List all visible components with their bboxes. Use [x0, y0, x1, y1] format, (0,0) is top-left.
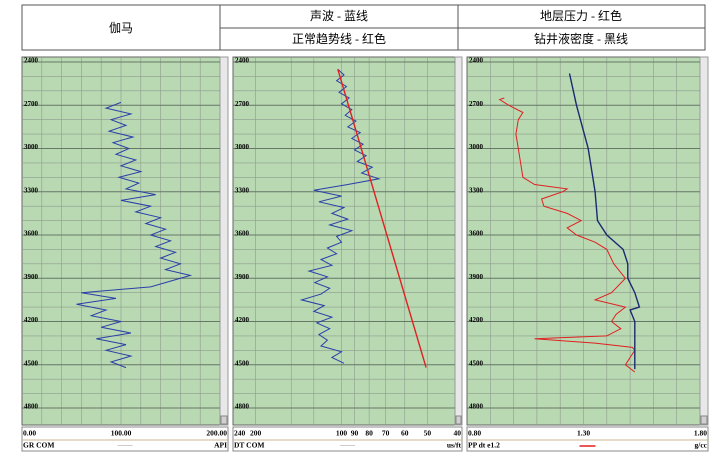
scrollbar	[454, 56, 463, 426]
y-tick-label: 4500	[235, 359, 250, 367]
x-tick-label: 0.80	[468, 429, 481, 438]
y-tick-label: 4200	[469, 316, 484, 324]
y-tick-label: 3600	[469, 230, 484, 238]
y-tick-label: 2700	[469, 100, 484, 108]
legend-mark: ——	[339, 441, 356, 450]
scroll-arrow	[455, 415, 462, 425]
legend-mark: ——	[117, 441, 134, 450]
curve	[299, 68, 381, 364]
unit: g/cc	[695, 441, 708, 450]
y-tick-label: 3300	[469, 186, 484, 194]
track-background	[21, 56, 229, 426]
y-tick-label: 4800	[24, 403, 39, 411]
y-tick-label: 2700	[235, 100, 250, 108]
y-tick-label: 4800	[469, 403, 484, 411]
unit: us/ft	[447, 441, 462, 450]
scrollbar	[219, 56, 229, 426]
curve-name: GR COM	[23, 441, 54, 450]
footer	[21, 426, 229, 452]
y-tick-label: 4500	[469, 359, 484, 367]
track: 2400 2700 3000 3300 3600 3900 4200 4500 4800 240 2…	[232, 56, 463, 452]
x-tick-label: 80	[365, 429, 373, 438]
y-tick-label: 3300	[24, 186, 39, 194]
header-title: 伽马	[109, 20, 133, 35]
y-tick-label: 4200	[24, 316, 39, 324]
y-tick-label: 4800	[235, 403, 250, 411]
y-tick-label: 2400	[24, 57, 39, 65]
x-tick-label: 200	[250, 429, 262, 438]
x-tick-label: 50	[424, 429, 432, 438]
y-tick-label: 3000	[235, 143, 250, 151]
x-tick-label: 200.00	[206, 429, 227, 438]
x-tick-label: 0.00	[23, 429, 36, 438]
header: 伽马 声波 - 蓝线 正常趋势线 - 红色 地层压力 - 红色 钻井液密度 - …	[21, 4, 706, 51]
y-tick-label: 2700	[24, 100, 39, 108]
y-tick-label: 2400	[235, 57, 250, 65]
y-tick-label: 3600	[24, 230, 39, 238]
y-tick-label: 3000	[469, 143, 484, 151]
track-background	[232, 56, 463, 426]
y-tick-label: 4200	[235, 316, 250, 324]
unit: API	[214, 441, 227, 450]
y-tick-label: 3900	[24, 273, 39, 281]
scroll-arrow	[220, 415, 228, 425]
x-tick-label: 90	[351, 429, 359, 438]
curve	[337, 69, 427, 368]
y-tick-label: 3900	[235, 273, 250, 281]
header-title: 声波 - 蓝线	[310, 9, 368, 23]
footer	[466, 426, 709, 452]
y-tick-label: 3300	[235, 186, 250, 194]
x-tick-label: 1.80	[694, 429, 707, 438]
track: 2400 2700 3000 3300 3600 3900 4200 4500 4800 0.80…	[466, 56, 709, 452]
y-tick-label: 3000	[24, 143, 39, 151]
x-tick-label: 240	[234, 429, 246, 438]
curve	[568, 73, 641, 370]
x-tick-label: 70	[382, 429, 390, 438]
header-title: 钻井液密度 - 黑线	[534, 31, 628, 46]
x-tick-label: 100.00	[111, 429, 132, 438]
curve	[76, 101, 193, 369]
curve	[498, 97, 636, 373]
track: 2400 2700 3000 3300 3600 3900 4200 4500 4800 0.00…	[21, 56, 229, 452]
footer	[232, 426, 463, 452]
x-tick-label: 1.30	[577, 429, 590, 438]
curve-name: DT COM	[234, 441, 265, 450]
scroll-arrow	[700, 415, 708, 425]
y-tick-label: 3900	[469, 273, 484, 281]
y-tick-label: 3600	[235, 230, 250, 238]
x-tick-label: 40	[454, 429, 462, 438]
curve-name: PP dt e1.2	[468, 441, 500, 450]
header-title: 地层压力 - 红色	[540, 8, 622, 23]
x-tick-label: 100	[336, 429, 348, 438]
x-tick-label: 60	[401, 429, 409, 438]
header-title: 正常趋势线 - 红色	[292, 31, 386, 46]
scrollbar	[699, 56, 709, 426]
y-tick-label: 4500	[24, 359, 39, 367]
y-tick-label: 2400	[469, 57, 484, 65]
track-background	[466, 56, 709, 426]
